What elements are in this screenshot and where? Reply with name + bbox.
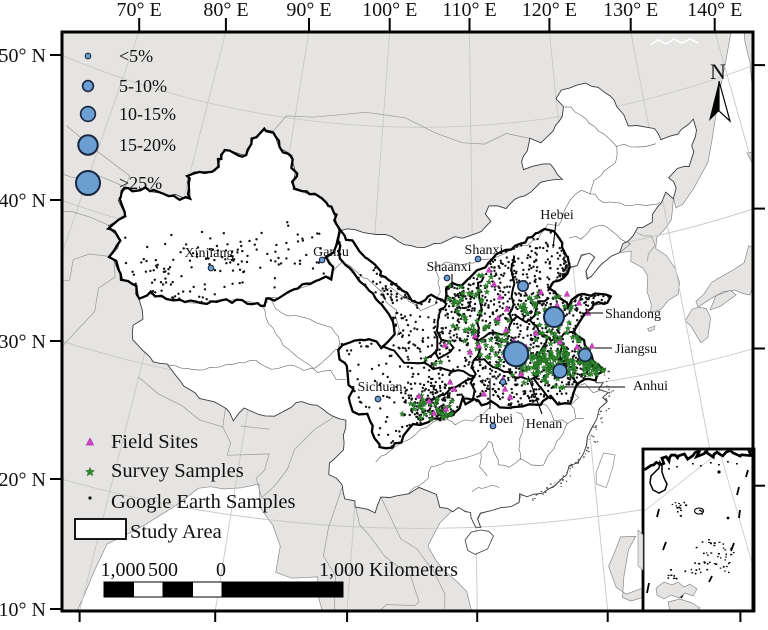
svg-text:Jiangsu: Jiangsu xyxy=(615,342,657,357)
svg-text:10° N: 10° N xyxy=(0,599,46,621)
svg-text:90° E: 90° E xyxy=(286,0,331,21)
svg-text:50° N: 50° N xyxy=(0,45,46,67)
svg-text:15-20%: 15-20% xyxy=(119,135,176,155)
svg-text:1,000: 1,000 xyxy=(101,559,146,581)
svg-text:0: 0 xyxy=(216,559,226,581)
svg-text:Shandong: Shandong xyxy=(605,307,661,322)
svg-text:Shaanxi: Shaanxi xyxy=(426,260,471,275)
svg-text:Shanxi: Shanxi xyxy=(465,243,504,258)
svg-text:Gansu: Gansu xyxy=(313,245,349,260)
svg-text:130° E: 130° E xyxy=(603,0,658,21)
svg-text:500: 500 xyxy=(148,559,178,581)
svg-text:Hubei: Hubei xyxy=(479,412,513,427)
svg-text:40° N: 40° N xyxy=(0,190,46,212)
svg-text:20° N: 20° N xyxy=(0,469,46,491)
svg-text:Survey Samples: Survey Samples xyxy=(111,460,244,482)
svg-text:Field Sites: Field Sites xyxy=(111,431,198,453)
svg-text:110° E: 110° E xyxy=(442,0,496,21)
svg-text:100° E: 100° E xyxy=(362,0,417,21)
svg-text:Henan: Henan xyxy=(526,417,563,432)
svg-text:Anhui: Anhui xyxy=(633,379,668,394)
svg-text:80° E: 80° E xyxy=(203,0,248,21)
svg-text:<5%: <5% xyxy=(119,46,153,66)
svg-text:Sichuan: Sichuan xyxy=(357,380,402,395)
svg-text:N: N xyxy=(710,59,726,84)
svg-text:>25%: >25% xyxy=(119,173,162,193)
svg-text:Xinjiang: Xinjiang xyxy=(185,246,234,261)
svg-text:Study Area: Study Area xyxy=(130,521,222,543)
svg-text:70° E: 70° E xyxy=(117,0,162,21)
svg-text:30° N: 30° N xyxy=(0,331,46,353)
svg-text:120° E: 120° E xyxy=(522,0,577,21)
svg-text:10-15%: 10-15% xyxy=(119,104,176,124)
svg-text:Hebei: Hebei xyxy=(540,208,574,223)
svg-text:1,000 Kilometers: 1,000 Kilometers xyxy=(319,559,458,581)
svg-text:Google Earth Samples: Google Earth Samples xyxy=(111,491,295,513)
svg-text:140° E: 140° E xyxy=(687,0,742,21)
svg-text:5-10%: 5-10% xyxy=(119,76,167,96)
